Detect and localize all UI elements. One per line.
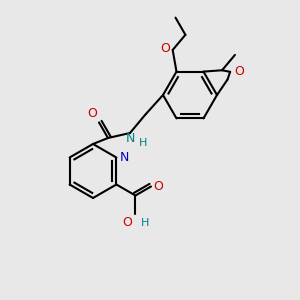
Text: N: N [119, 151, 129, 164]
Text: O: O [123, 215, 132, 229]
Text: H: H [140, 218, 149, 229]
Text: O: O [153, 180, 163, 193]
Text: O: O [87, 107, 97, 120]
Text: O: O [234, 65, 244, 78]
Text: H: H [139, 138, 147, 148]
Text: N: N [125, 132, 135, 145]
Text: O: O [160, 43, 170, 56]
